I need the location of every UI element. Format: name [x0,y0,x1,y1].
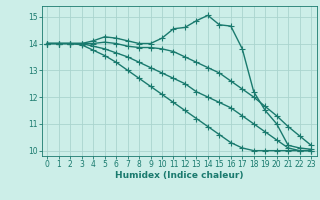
X-axis label: Humidex (Indice chaleur): Humidex (Indice chaleur) [115,171,244,180]
